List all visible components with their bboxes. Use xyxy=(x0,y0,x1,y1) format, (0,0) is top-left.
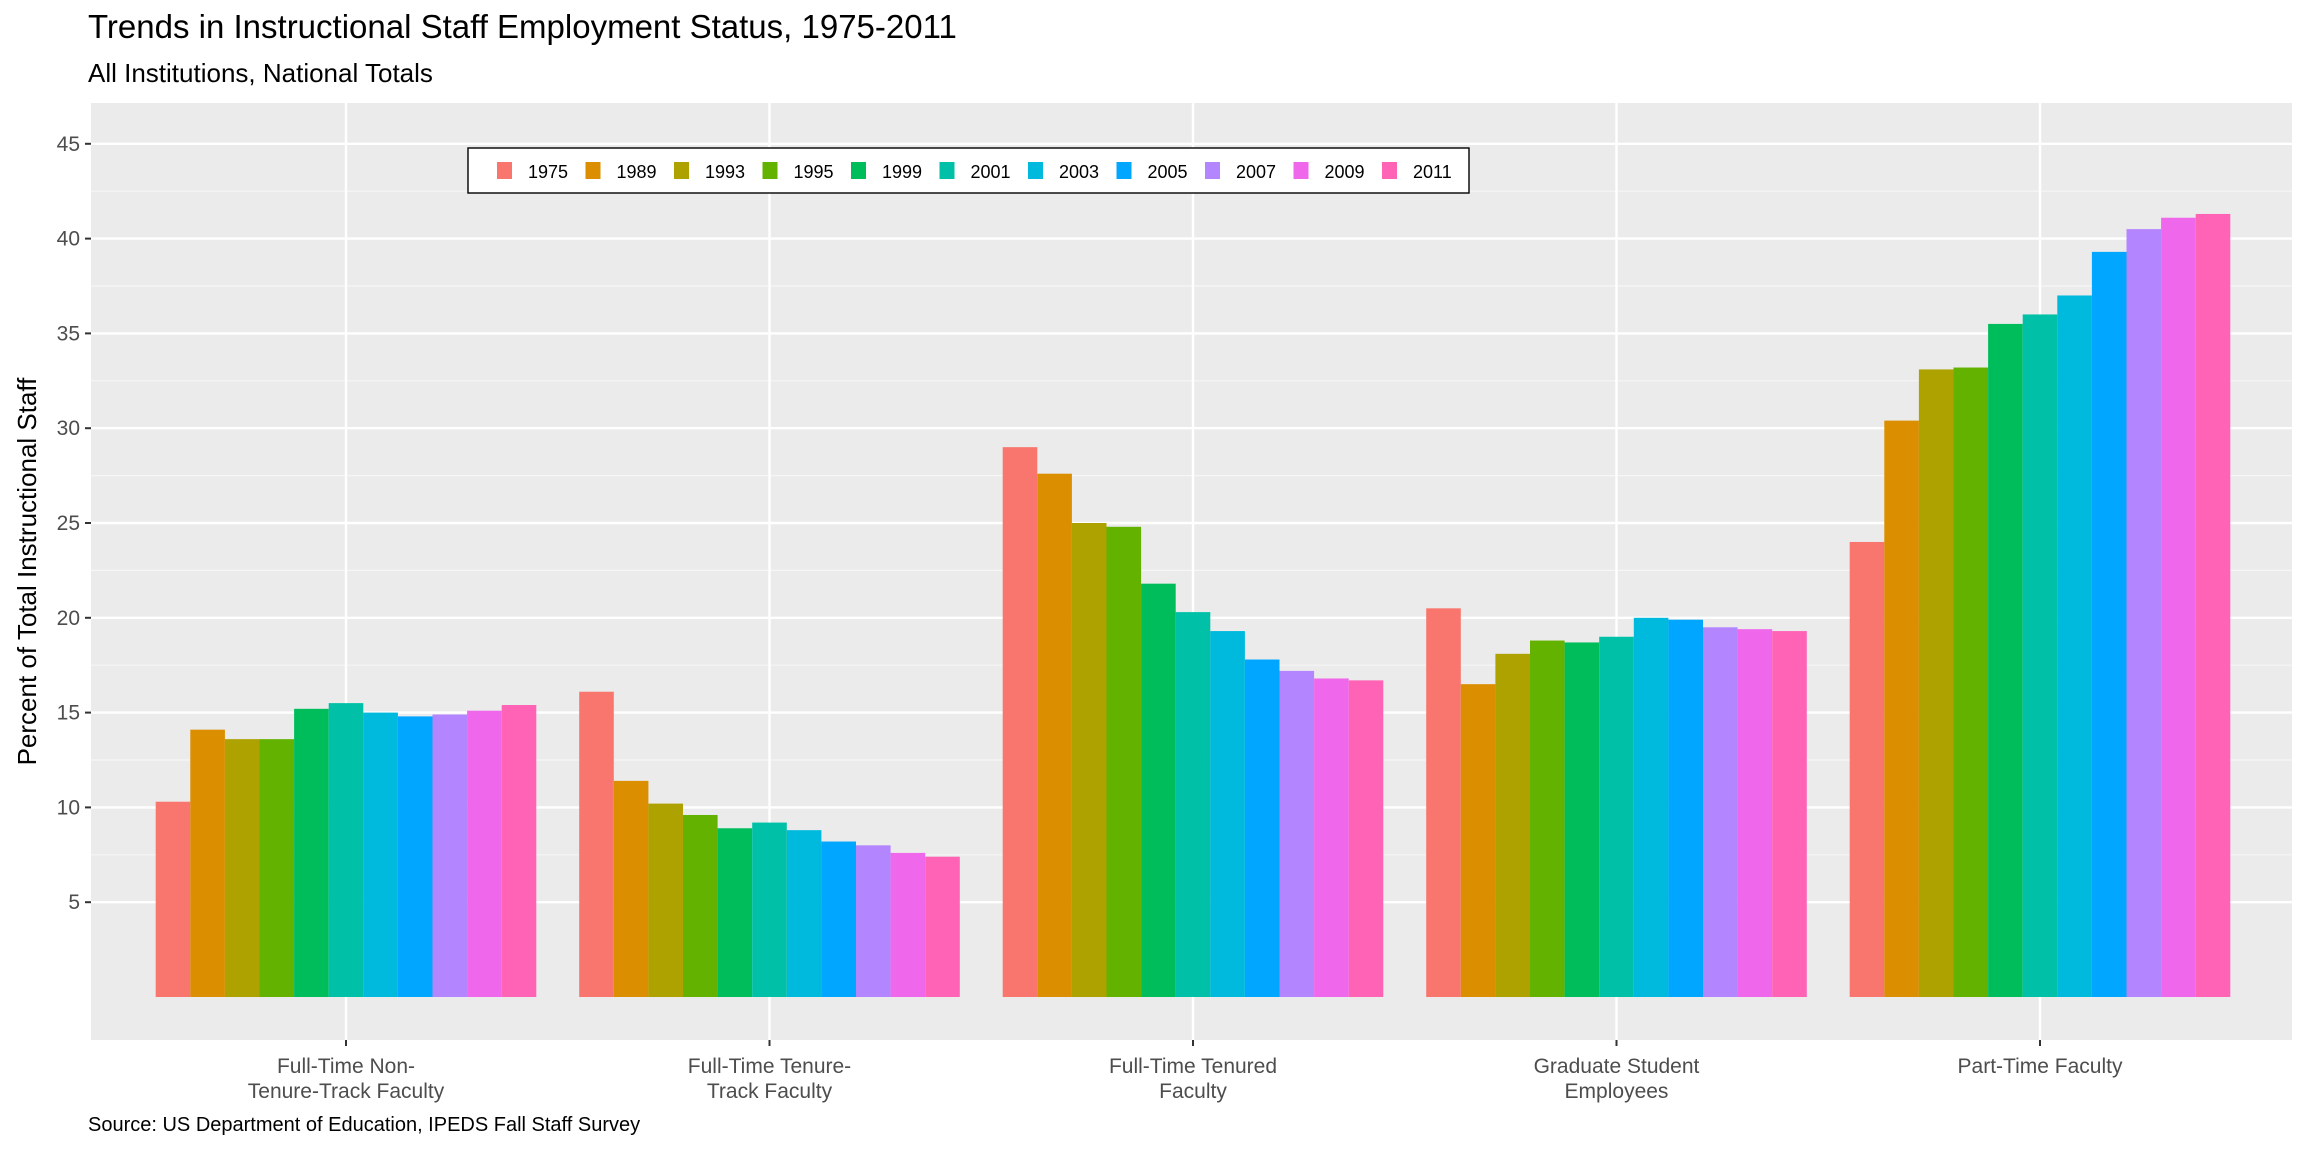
bar-2011 xyxy=(2195,213,2231,997)
y-tick-label: 20 xyxy=(57,607,80,630)
bar-1975 xyxy=(155,801,191,997)
legend-key-2001 xyxy=(939,162,955,179)
bar-1993 xyxy=(648,803,683,997)
bar-1975 xyxy=(1002,447,1038,997)
bar-2007 xyxy=(1703,627,1738,997)
bar-2007 xyxy=(1279,670,1315,997)
bar-2009 xyxy=(2161,217,2196,997)
bar-2003 xyxy=(1633,617,1669,997)
legend-label-2005: 2005 xyxy=(1148,162,1188,182)
bar-1975 xyxy=(579,691,614,997)
legend-key-2007 xyxy=(1205,162,1220,179)
y-tick-label: 10 xyxy=(57,796,80,819)
x-tick-label: Full-Time Tenure-Track Faculty xyxy=(688,1055,851,1103)
x-tick-label: Full-Time Tenured Faculty xyxy=(1109,1055,1277,1103)
legend-label-2011: 2011 xyxy=(1413,162,1452,182)
y-tick-label: 15 xyxy=(57,702,80,725)
bar-2011 xyxy=(925,856,960,997)
legend-key-1993 xyxy=(674,162,689,179)
bar-1999 xyxy=(294,708,329,997)
legend-label-1999: 1999 xyxy=(882,162,922,182)
bar-1995 xyxy=(259,739,295,997)
chart-subtitle: All Institutions, National Totals xyxy=(88,58,433,88)
bar-2001 xyxy=(328,703,364,997)
bar-2009 xyxy=(1737,629,1773,997)
bar-2003 xyxy=(2057,295,2092,998)
y-axis-label: Percent of Total Instructional Staff xyxy=(12,377,42,766)
bar-2005 xyxy=(397,716,433,997)
bar-1995 xyxy=(1953,367,1989,997)
legend-key-2005 xyxy=(1116,162,1132,179)
legend-label-2007: 2007 xyxy=(1236,162,1276,182)
legend-label-2003: 2003 xyxy=(1059,162,1099,182)
bar-1989 xyxy=(190,729,225,997)
bar-2003 xyxy=(786,830,822,997)
bar-1989 xyxy=(613,780,649,997)
bar-1995 xyxy=(1530,640,1565,997)
y-tick-label: 40 xyxy=(57,228,80,251)
bar-1999 xyxy=(717,828,753,997)
bar-1993 xyxy=(1918,369,1954,997)
bar-2009 xyxy=(467,710,502,997)
chart-caption: Source: US Department of Education, IPED… xyxy=(88,1114,641,1136)
bar-2007 xyxy=(2126,229,2162,997)
bar-1989 xyxy=(1884,420,1919,998)
bar-1995 xyxy=(1106,526,1142,997)
legend-label-1995: 1995 xyxy=(794,162,834,182)
bar-1993 xyxy=(1071,523,1107,997)
bar-2005 xyxy=(2091,251,2127,997)
bar-2003 xyxy=(1210,631,1245,997)
legend-key-2011 xyxy=(1382,162,1397,179)
bar-2001 xyxy=(1599,636,1634,997)
legend-label-1993: 1993 xyxy=(705,162,745,182)
bar-1975 xyxy=(1849,541,1885,997)
bar-2011 xyxy=(1348,680,1384,997)
y-tick-label: 35 xyxy=(57,322,80,345)
y-tick-label: 25 xyxy=(57,512,80,535)
bar-2001 xyxy=(752,822,787,997)
legend-key-1989 xyxy=(585,162,601,179)
bar-1993 xyxy=(1495,653,1530,997)
y-tick-label: 5 xyxy=(68,891,80,914)
bar-2005 xyxy=(1244,659,1280,997)
legend-key-2003 xyxy=(1028,162,1043,179)
x-tick-label: Part-Time Faculty xyxy=(1958,1055,2123,1078)
legend-key-1975 xyxy=(497,162,512,179)
y-tick-label: 30 xyxy=(57,417,80,440)
bar-1995 xyxy=(683,814,718,997)
bar-1999 xyxy=(1564,642,1600,997)
bar-1989 xyxy=(1037,473,1072,998)
legend-label-2009: 2009 xyxy=(1325,162,1365,182)
bar-2001 xyxy=(1175,612,1211,997)
legend-label-1989: 1989 xyxy=(617,162,657,182)
x-tick-label: Graduate Student Employees xyxy=(1534,1055,1700,1103)
legend-label-1975: 1975 xyxy=(528,162,568,182)
bar-1975 xyxy=(1426,608,1461,997)
y-tick-label: 45 xyxy=(57,133,80,156)
bar-1999 xyxy=(1988,323,2023,997)
legend-label-2001: 2001 xyxy=(971,162,1011,182)
bar-2007 xyxy=(432,714,468,997)
bar-2003 xyxy=(363,712,398,997)
chart-title: Trends in Instructional Staff Employment… xyxy=(88,8,957,45)
bar-2011 xyxy=(1772,631,1807,997)
bar-1989 xyxy=(1460,684,1496,997)
legend-key-1995 xyxy=(762,162,778,179)
legend-key-1999 xyxy=(851,162,866,179)
bar-1993 xyxy=(224,739,260,997)
bar-2009 xyxy=(1314,678,1349,997)
x-tick-label: Full-Time Non-Tenure-Track Faculty xyxy=(248,1055,445,1103)
bar-2009 xyxy=(890,852,926,997)
bar-2007 xyxy=(856,845,891,997)
bar-2005 xyxy=(821,841,856,997)
bar-1999 xyxy=(1141,583,1176,997)
bar-2001 xyxy=(2022,314,2058,997)
bar-2005 xyxy=(1668,619,1703,997)
legend-key-2009 xyxy=(1293,162,1309,179)
bar-2011 xyxy=(501,705,537,997)
